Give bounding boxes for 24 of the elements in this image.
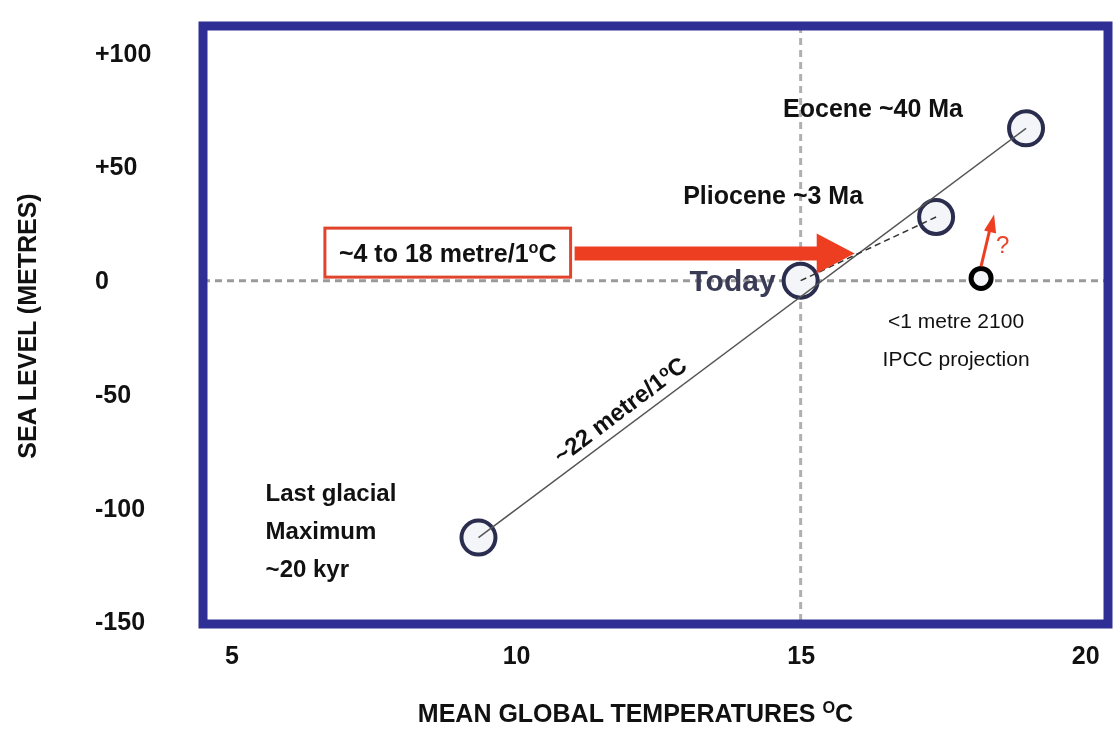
annotation: Today	[689, 264, 776, 298]
point	[781, 261, 820, 300]
y-tick-label: +50	[95, 152, 138, 181]
y-axis-title: SEA LEVEL (METRES)	[13, 193, 41, 459]
point	[459, 518, 498, 557]
y-tick-label: -150	[95, 607, 146, 636]
annotation: <1 metre 2100 IPCC projection	[882, 308, 1030, 370]
annotation: ?	[996, 230, 1010, 258]
y-tick-label: +100	[95, 38, 152, 67]
x-tick-label: 10	[502, 640, 531, 669]
x-tick-label: 20	[1071, 640, 1100, 669]
annotation: Pliocene ~3 Ma	[683, 180, 865, 209]
y-tick-label: -100	[95, 493, 146, 522]
x-tick-label: 5	[225, 640, 240, 669]
x-axis-title: MEAN GLOBAL TEMPERATURES $^{O}$C	[417, 698, 854, 727]
point	[917, 198, 956, 236]
x-tick-label: 15	[787, 640, 816, 669]
y-tick-label: 0	[95, 266, 109, 295]
point	[1007, 109, 1046, 148]
annotation: ~4 to 18 metre/1$^{o}$C	[338, 238, 557, 268]
y-tick-label: -50	[95, 379, 132, 408]
annotation: Last glacial Maximum ~20 kyr	[265, 479, 397, 583]
point	[968, 265, 994, 291]
annotation: Eocene ~40 Ma	[783, 94, 965, 123]
